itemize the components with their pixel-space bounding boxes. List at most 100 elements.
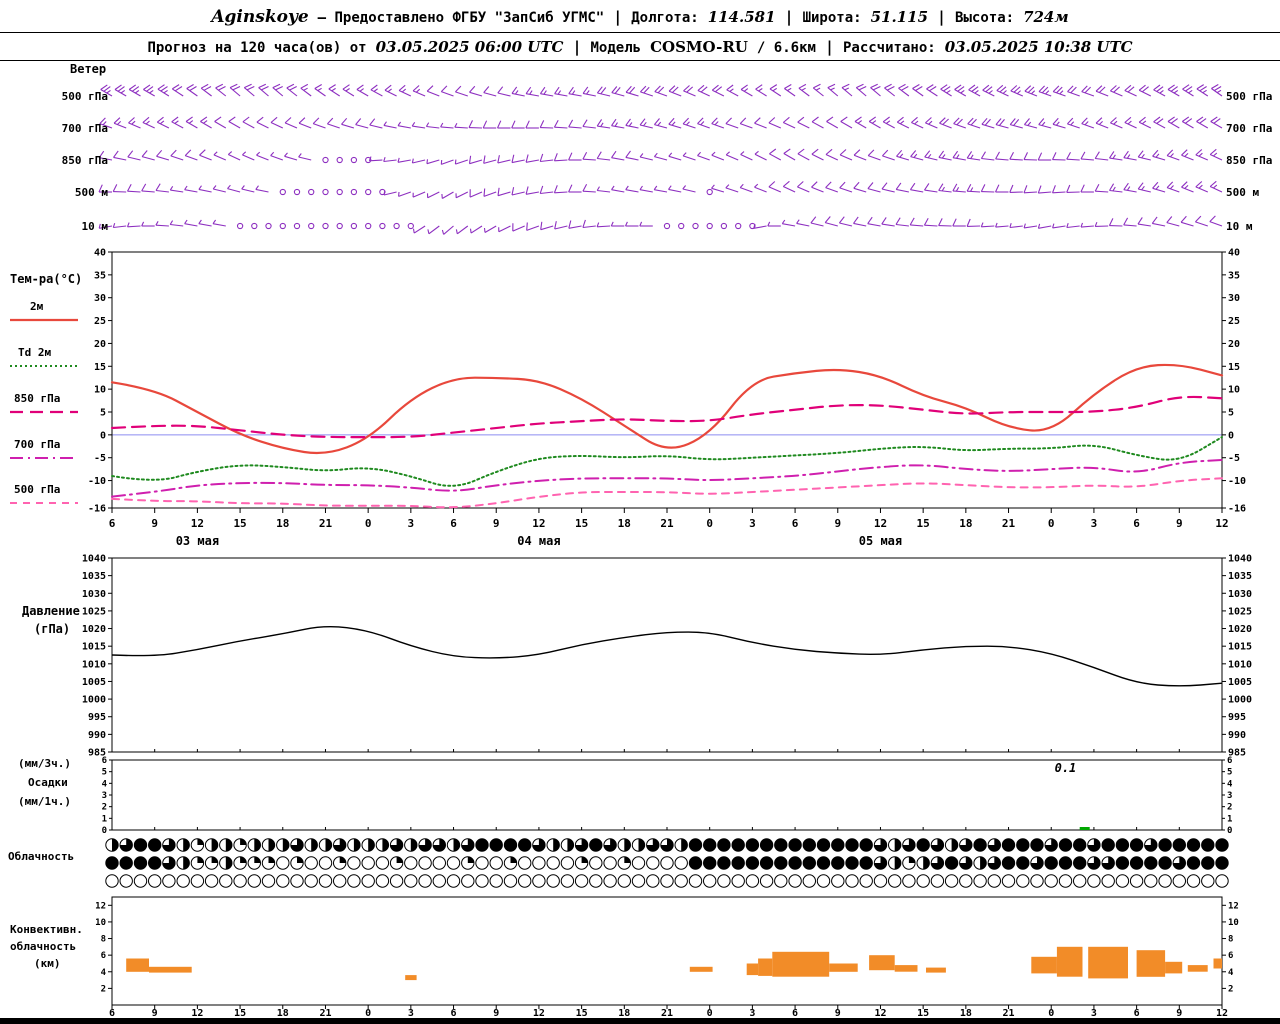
svg-text:9: 9 <box>834 517 841 530</box>
convective-label-line1: Конвективн. <box>10 923 83 936</box>
svg-text:1015: 1015 <box>82 642 106 653</box>
convective-cloud-bar <box>1056 946 1083 977</box>
svg-text:6: 6 <box>451 1008 457 1019</box>
svg-text:1020: 1020 <box>1228 624 1252 635</box>
pressure-label-line1: Давление <box>22 604 80 618</box>
svg-text:0: 0 <box>102 826 107 836</box>
svg-text:3: 3 <box>408 517 415 530</box>
svg-text:3: 3 <box>749 517 756 530</box>
convective-label-line3: (км) <box>34 957 61 970</box>
svg-text:25: 25 <box>1228 316 1240 327</box>
svg-text:2: 2 <box>1228 984 1233 994</box>
svg-text:1: 1 <box>1227 814 1232 824</box>
svg-text:12: 12 <box>874 517 887 530</box>
wind-barbs <box>98 83 1223 235</box>
svg-text:10: 10 <box>95 918 106 928</box>
svg-text:5: 5 <box>1228 408 1234 419</box>
svg-text:05 мая: 05 мая <box>859 534 902 548</box>
convective-cloud-bar <box>1136 950 1166 977</box>
longitude-label: Долгота: <box>631 10 699 26</box>
legend-700hpa-label: 700 гПа <box>14 438 61 451</box>
svg-text:0: 0 <box>1048 517 1055 530</box>
svg-text:1040: 1040 <box>82 554 106 565</box>
svg-text:6: 6 <box>450 517 457 530</box>
svg-text:9: 9 <box>835 1008 841 1019</box>
precip-bar <box>1079 827 1090 830</box>
convective-cloud-bar <box>926 967 946 973</box>
separator: | <box>572 38 582 56</box>
svg-text:10: 10 <box>1228 918 1239 928</box>
svg-text:0: 0 <box>365 1008 371 1019</box>
svg-text:18: 18 <box>277 1008 289 1019</box>
svg-text:1005: 1005 <box>1228 677 1252 688</box>
forecast-start: 03.05.2025 06:00 UTC <box>375 38 564 56</box>
temp-series-850 гПа <box>110 395 1224 439</box>
svg-text:18: 18 <box>276 517 289 530</box>
svg-text:8: 8 <box>101 935 106 945</box>
convective-panel: 12 12 10 10 8 8 6 6 4 4 2 2 <box>95 896 1239 1006</box>
svg-text:4: 4 <box>1228 968 1234 978</box>
header-forecast-bar: Прогноз на 120 часа(ов) от 03.05.2025 06… <box>0 33 1280 61</box>
altitude-label: Высота: <box>955 10 1015 26</box>
svg-text:1010: 1010 <box>82 659 106 670</box>
svg-text:-5: -5 <box>1228 453 1240 464</box>
svg-text:1040: 1040 <box>1228 554 1252 565</box>
svg-text:1000: 1000 <box>82 695 106 706</box>
convective-cloud-bar <box>405 975 417 981</box>
svg-text:15: 15 <box>917 1008 929 1019</box>
altitude-value: 724м <box>1023 8 1069 26</box>
bottom-bar <box>0 1018 1280 1024</box>
svg-text:-5: -5 <box>94 453 106 464</box>
svg-text:04 мая: 04 мая <box>517 534 560 548</box>
precip-unit-3h-label: (мм/3ч.) <box>18 757 71 770</box>
svg-text:15: 15 <box>94 362 106 373</box>
svg-text:25: 25 <box>94 316 106 327</box>
svg-text:12: 12 <box>874 1008 886 1019</box>
convective-cloud-bar <box>772 951 830 977</box>
convective-cloud-bar <box>1165 961 1183 974</box>
wind-level-label-700hpa-right: 700 гПа <box>1226 122 1273 135</box>
svg-text:990: 990 <box>88 730 106 741</box>
svg-text:15: 15 <box>917 517 930 530</box>
svg-text:5: 5 <box>1227 768 1232 778</box>
svg-text:6: 6 <box>109 517 116 530</box>
cloudiness-title: Облачность <box>8 850 75 863</box>
temp-series-2м <box>110 363 1224 455</box>
pressure-label-line2: (гПа) <box>34 622 71 636</box>
svg-text:9: 9 <box>493 1008 499 1019</box>
svg-text:12: 12 <box>191 1008 203 1019</box>
svg-text:995: 995 <box>1228 712 1246 723</box>
svg-text:0: 0 <box>365 517 372 530</box>
wind-level-label-10m-right: 10 м <box>1226 220 1253 233</box>
svg-text:4: 4 <box>101 968 107 978</box>
svg-text:12: 12 <box>1215 517 1228 530</box>
svg-text:15: 15 <box>234 1008 246 1019</box>
pressure-line <box>111 625 1223 687</box>
convective-cloud-bar <box>869 955 895 971</box>
svg-text:0: 0 <box>1228 430 1234 441</box>
svg-text:6: 6 <box>1134 1008 1140 1019</box>
svg-text:1035: 1035 <box>1228 571 1252 582</box>
provider-text: — Предоставлено ФГБУ "ЗапСиб УГМС" <box>317 10 605 26</box>
svg-text:5: 5 <box>100 408 106 419</box>
svg-text:1: 1 <box>102 814 107 824</box>
svg-text:0: 0 <box>100 430 106 441</box>
convective-cloud-bar <box>758 958 773 976</box>
svg-text:15: 15 <box>575 517 588 530</box>
wind-level-label-850hpa: 850 гПа <box>61 154 108 167</box>
precip-title: Осадки <box>28 776 68 789</box>
model-resolution: / 6.6км <box>756 40 816 56</box>
svg-text:1005: 1005 <box>82 677 106 688</box>
svg-text:995: 995 <box>88 712 106 723</box>
svg-text:12: 12 <box>1216 1008 1228 1019</box>
temp-series-700 гПа <box>111 459 1223 498</box>
wind-level-label-500m-right: 500 м <box>1226 186 1260 199</box>
svg-text:6: 6 <box>792 1008 798 1019</box>
temp-legend-samples <box>10 318 78 504</box>
svg-text:5: 5 <box>102 768 107 778</box>
svg-text:21: 21 <box>1002 517 1016 530</box>
svg-text:21: 21 <box>319 1008 331 1019</box>
svg-text:0: 0 <box>707 1008 713 1019</box>
